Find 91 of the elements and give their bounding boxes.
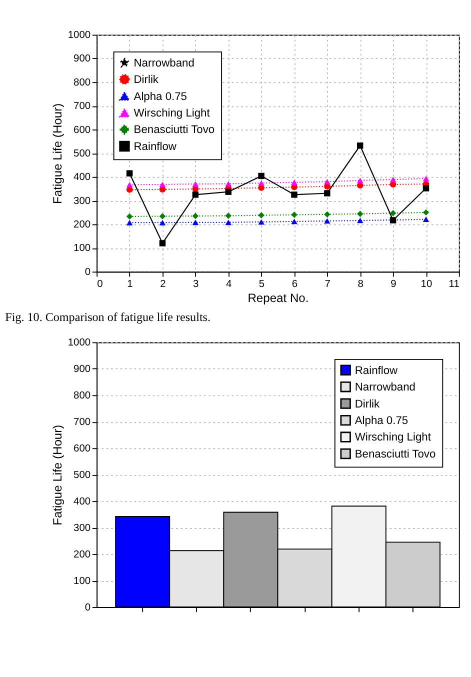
y-tick-label: 900 (74, 364, 91, 375)
point (291, 192, 298, 198)
x-tick-label: 5 (258, 278, 265, 290)
y-tick-label: 800 (74, 77, 91, 88)
point (390, 176, 396, 182)
legend-label: Wirsching Light (134, 108, 211, 120)
y-tick-label: 900 (74, 54, 91, 65)
point (356, 142, 364, 149)
x-tick-label: 3 (193, 278, 200, 290)
point (159, 220, 166, 226)
point (126, 220, 133, 226)
point (258, 219, 264, 225)
point (258, 212, 264, 218)
point (225, 188, 232, 195)
point (192, 212, 199, 220)
y-tick-label: 0 (84, 602, 91, 614)
y-tick-label: 1000 (68, 30, 91, 42)
x-tick-label: 7 (324, 278, 331, 290)
legend-label: Narrowband (134, 57, 194, 70)
legend-label: Alpha 0.75 (134, 90, 187, 103)
x-tick-label: 9 (390, 278, 397, 290)
point (159, 240, 166, 246)
y-tick-label: 700 (74, 101, 91, 112)
point (258, 172, 264, 180)
point (422, 185, 430, 192)
x-tick-label: 4 (226, 278, 232, 290)
x-tick-label: 6 (292, 278, 298, 290)
y-tick-label: 100 (74, 576, 91, 587)
legend-label: Dirlik (134, 74, 159, 86)
y-tick-label: 400 (74, 172, 91, 184)
point (159, 182, 166, 188)
y-tick-label: 400 (74, 496, 91, 508)
y-tick-label: 300 (74, 522, 91, 534)
y-tick-label: 800 (74, 390, 91, 402)
y-tick-label: 500 (74, 470, 91, 481)
point (291, 180, 298, 186)
point (291, 218, 298, 224)
y-tick-label: 600 (74, 443, 91, 454)
y-axis-title: Fatigue Life (Hour) (50, 424, 64, 526)
y-tick-label: 200 (74, 549, 91, 560)
point (192, 192, 199, 198)
point (356, 210, 364, 217)
point (225, 181, 232, 186)
point (159, 186, 166, 193)
point (324, 218, 330, 224)
y-tick-label: 300 (74, 196, 91, 207)
point (258, 180, 264, 186)
point (291, 212, 298, 218)
x-tick-label: 2 (160, 278, 166, 290)
y-tick-label: 600 (74, 124, 91, 136)
point (159, 213, 166, 220)
y-tick-label: 200 (74, 220, 91, 231)
point (356, 182, 364, 189)
y-axis-title: Fatigue Life (Hour) (50, 103, 64, 204)
legend-label: Alpha 0.75 (354, 415, 408, 428)
y-tick-label: 100 (74, 243, 91, 254)
x-tick-label: 1 (127, 278, 134, 290)
point (192, 220, 199, 226)
legend-label: Benasciutti Tovo (134, 124, 215, 136)
caption: Fig. 10. Comparison of fatigue life results. (5, 310, 211, 324)
y-tick-label: 1000 (68, 338, 91, 349)
legend-label: Narrowband (354, 382, 416, 394)
legend-label: Rainflow (134, 140, 178, 153)
point (324, 190, 330, 196)
legend-label: Wirsching Light (354, 432, 432, 444)
legend-label: Benasciutti Tovo (354, 448, 436, 460)
point (225, 212, 232, 219)
point (126, 170, 133, 176)
point (126, 213, 133, 220)
point (422, 176, 430, 182)
point (126, 182, 133, 188)
x-axis-title: Repeat No. (248, 290, 309, 305)
point (192, 181, 199, 187)
x-tick-label: 8 (358, 278, 364, 290)
point (356, 178, 364, 184)
legend-label: Rainflow (354, 364, 399, 377)
y-tick-label: 700 (74, 416, 91, 428)
point (390, 181, 396, 188)
x-tick-label: 10 (420, 278, 432, 290)
y-tick-label: 0 (84, 266, 91, 278)
y-tick-label: 500 (74, 148, 91, 160)
x-tick-label: 11 (448, 278, 460, 290)
point (324, 211, 330, 218)
x-tick-label: 0 (97, 278, 104, 290)
point (356, 218, 364, 224)
point (422, 216, 430, 222)
point (390, 210, 396, 216)
point (324, 178, 330, 184)
legend-label: Dirlik (354, 398, 380, 410)
point (225, 220, 232, 226)
point (422, 209, 430, 216)
